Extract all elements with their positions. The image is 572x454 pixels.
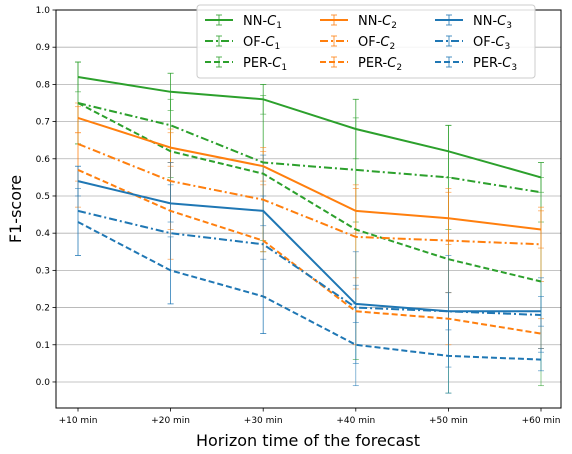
legend-label: NN-C3 (473, 14, 512, 31)
x-axis-ticks: +10 min +20 min +30 min +40 min +50 min +60 m… (59, 408, 561, 426)
series-line-per-c2 (77, 168, 542, 335)
y-tick-label: 0.4 (36, 229, 51, 239)
x-axis-label: Horizon time of the forecast (196, 431, 420, 450)
x-tick-label: +40 min (336, 416, 375, 426)
legend-item: OF-C2 (320, 35, 395, 52)
series-line-nn-c1 (77, 76, 542, 179)
y-axis-ticks: 0.0 0.1 0.2 0.3 0.4 0.5 0.6 0.7 0.8 0.9 1.0 (36, 6, 56, 388)
y-tick-label: 0.0 (36, 378, 51, 388)
legend-item: OF-C3 (435, 35, 510, 52)
y-tick-label: 1.0 (36, 6, 51, 16)
series-line-of-c3 (77, 209, 542, 316)
series-line-of-c1 (77, 102, 542, 194)
y-tick-label: 0.7 (36, 118, 50, 128)
y-tick-label: 0.2 (36, 304, 50, 314)
x-tick-label: +20 min (151, 416, 190, 426)
legend-item: NN-C1 (205, 14, 282, 31)
legend-item: OF-C1 (205, 35, 280, 52)
legend-item: NN-C3 (435, 14, 512, 31)
legend-label: OF-C3 (473, 35, 510, 52)
legend: NN-C1 OF-C1 PER-C1 NN-C2 OF-C2 PER-C2 NN-C3 OF-… (196, 4, 536, 79)
legend-label: NN-C2 (358, 14, 397, 31)
legend-label: OF-C2 (358, 35, 395, 52)
series-line-nn-c2 (77, 116, 542, 231)
error-bar (538, 348, 544, 372)
series-line-of-c2 (77, 142, 542, 246)
series-line-nn-c3 (77, 180, 541, 313)
x-tick-label: +60 min (522, 416, 561, 426)
y-tick-label: 0.9 (36, 43, 51, 53)
series-line-per-c1 (77, 102, 542, 283)
y-tick-label: 0.3 (36, 266, 50, 276)
y-tick-label: 0.5 (36, 192, 50, 202)
series-line-per-c3 (77, 221, 542, 361)
y-tick-label: 0.6 (36, 155, 51, 165)
legend-box (196, 4, 536, 79)
legend-label: PER-C2 (358, 56, 402, 73)
legend-item: PER-C3 (435, 56, 517, 73)
legend-label: NN-C1 (243, 14, 282, 31)
legend-item: PER-C2 (320, 56, 402, 73)
x-tick-label: +10 min (59, 416, 98, 426)
legend-label: OF-C1 (243, 35, 280, 52)
series-lines (77, 76, 542, 361)
y-tick-label: 0.8 (36, 80, 51, 90)
legend-item: NN-C2 (320, 14, 397, 31)
x-tick-label: +50 min (429, 416, 468, 426)
y-tick-label: 0.1 (36, 341, 50, 351)
y-axis-label: F1-score (6, 175, 25, 243)
x-tick-label: +30 min (244, 416, 283, 426)
legend-label: PER-C1 (243, 56, 287, 73)
legend-item: PER-C1 (205, 56, 287, 73)
legend-label: PER-C3 (473, 56, 517, 73)
